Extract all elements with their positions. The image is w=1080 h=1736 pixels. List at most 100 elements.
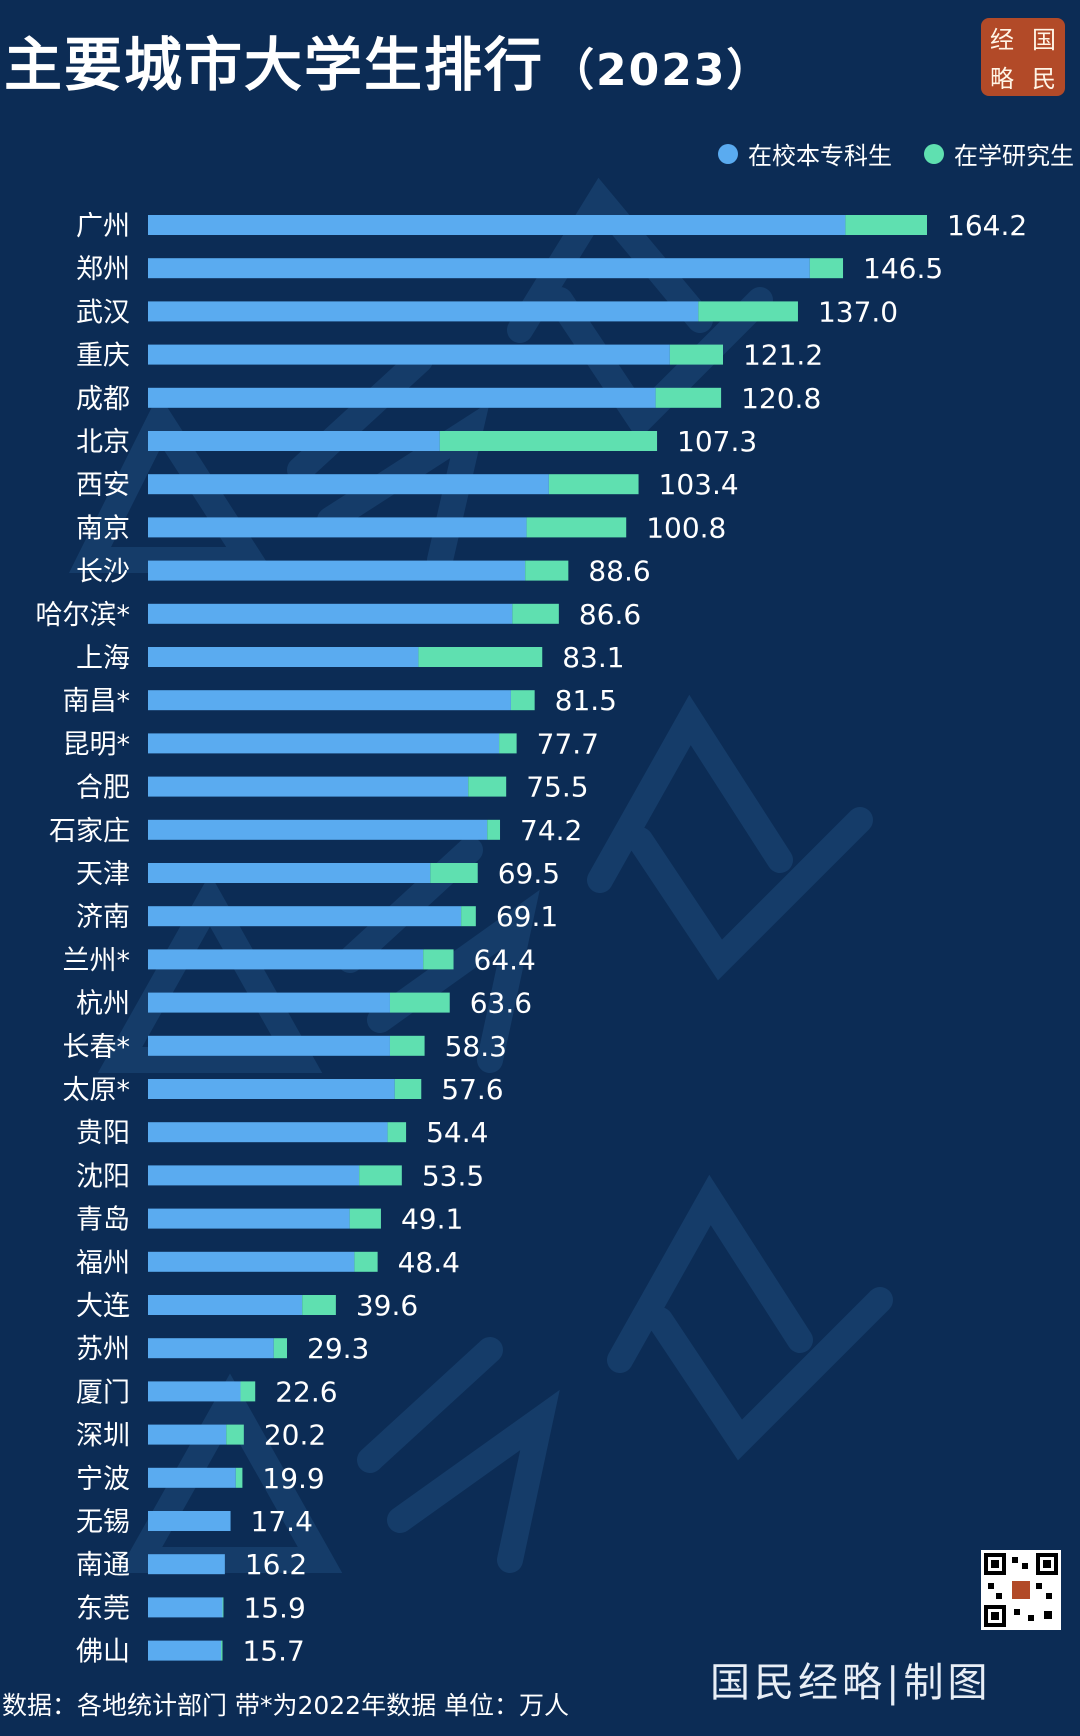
category-label: 武汉	[76, 297, 130, 328]
bar-graduate	[302, 1295, 336, 1315]
category-label: 哈尔滨*	[36, 600, 131, 631]
bar-undergrad	[148, 949, 424, 970]
title-main: 主要城市大学生排行	[4, 31, 545, 99]
bar-undergrad	[148, 1165, 360, 1186]
total-value-label: 88.6	[588, 555, 650, 588]
category-label: 石家庄	[49, 816, 130, 847]
category-label: 西安	[76, 470, 130, 501]
bar-graduate	[548, 474, 639, 495]
bar-graduate	[387, 1122, 407, 1143]
bar-undergrad	[148, 387, 656, 408]
bar-undergrad	[148, 301, 699, 322]
total-value-label: 39.6	[356, 1289, 418, 1322]
total-value-label: 164.2	[947, 209, 1027, 242]
total-value-label: 29.3	[307, 1332, 369, 1365]
category-label: 宁波	[76, 1464, 130, 1495]
source-note: 数据：各地统计部门 带*为2022年数据 单位：万人	[2, 1691, 570, 1720]
total-value-label: 64.4	[474, 943, 536, 976]
bar-undergrad	[148, 1554, 225, 1575]
total-value-label: 20.2	[264, 1419, 326, 1452]
category-label: 深圳	[76, 1421, 130, 1452]
total-value-label: 120.8	[741, 382, 821, 415]
bar-graduate	[809, 258, 844, 279]
bar-undergrad	[148, 992, 390, 1013]
total-value-label: 19.9	[262, 1462, 324, 1495]
total-value-label: 69.5	[498, 857, 560, 890]
bar-undergrad	[148, 1381, 241, 1402]
legend-item-graduate: 在学研究生	[924, 136, 1074, 171]
total-value-label: 121.2	[743, 339, 823, 372]
category-label: 南通	[76, 1550, 130, 1581]
bar-undergrad	[148, 776, 469, 797]
category-label: 沈阳	[76, 1161, 130, 1192]
bar-undergrad	[148, 1338, 274, 1359]
bar-graduate	[525, 560, 569, 581]
total-value-label: 69.1	[496, 900, 558, 933]
category-label: 长春*	[63, 1032, 131, 1063]
chart-title: 主要城市大学生排行 （2023）	[4, 18, 772, 102]
legend-label-graduate: 在学研究生	[954, 142, 1074, 170]
total-value-label: 74.2	[520, 814, 582, 847]
qr-code-graphic	[984, 1553, 1058, 1627]
bar-graduate	[221, 1640, 223, 1661]
bar-undergrad	[148, 1079, 395, 1099]
bar-graduate	[698, 301, 798, 322]
bar-graduate	[499, 733, 517, 754]
bar-graduate	[389, 992, 450, 1013]
bar-undergrad	[148, 431, 440, 451]
category-label: 北京	[76, 427, 130, 458]
category-label: 佛山	[76, 1637, 130, 1668]
category-label: 青岛	[76, 1205, 130, 1236]
bar-graduate	[510, 690, 535, 711]
legend-item-undergrad: 在校本专科生	[718, 136, 892, 171]
category-label: 成都	[76, 384, 130, 415]
total-value-label: 22.6	[275, 1375, 337, 1408]
bar-undergrad	[148, 1424, 227, 1445]
logo-char: 经	[990, 26, 1014, 54]
total-value-label: 77.7	[537, 727, 599, 760]
bar-undergrad	[148, 560, 526, 581]
logo-char: 国	[1032, 26, 1056, 54]
bar-undergrad	[148, 863, 431, 883]
title-year: （2023）	[550, 45, 773, 96]
bar-graduate	[418, 647, 543, 667]
bar-undergrad	[148, 603, 513, 624]
category-label: 厦门	[76, 1377, 130, 1408]
bar-undergrad	[148, 474, 549, 495]
bar-graduate	[526, 517, 627, 538]
bar-graduate	[468, 776, 507, 797]
bar-undergrad	[148, 1511, 231, 1531]
bar-graduate	[222, 1597, 224, 1618]
category-label: 苏州	[76, 1334, 130, 1365]
total-value-label: 54.4	[426, 1116, 488, 1149]
total-value-label: 48.4	[398, 1246, 460, 1279]
category-label: 福州	[76, 1248, 130, 1279]
bar-graduate	[389, 1035, 425, 1056]
total-value-label: 17.4	[251, 1505, 313, 1538]
logo-char: 略	[990, 65, 1014, 93]
bar-undergrad	[148, 1208, 350, 1229]
category-label: 大连	[76, 1291, 130, 1322]
bar-undergrad	[148, 1467, 236, 1488]
bar-graduate	[240, 1381, 256, 1402]
category-label: 济南	[76, 902, 130, 933]
brand-logo: 经 国 略 民	[981, 18, 1065, 96]
total-value-label: 15.7	[242, 1635, 304, 1668]
bar-graduate	[235, 1467, 243, 1488]
category-label: 无锡	[76, 1507, 130, 1538]
total-value-label: 103.4	[659, 468, 739, 501]
category-label: 东莞	[76, 1593, 130, 1624]
category-label: 杭州	[76, 989, 130, 1020]
total-value-label: 146.5	[863, 252, 943, 285]
bar-undergrad	[148, 1597, 223, 1618]
category-label: 长沙	[76, 557, 130, 588]
legend-swatch-undergrad	[718, 143, 738, 164]
total-value-label: 58.3	[445, 1030, 507, 1063]
bar-graduate	[354, 1251, 378, 1272]
bar-undergrad	[148, 733, 500, 754]
bar-graduate	[423, 949, 454, 970]
bar-graduate	[349, 1208, 381, 1229]
category-label: 兰州*	[63, 945, 131, 976]
category-label: 广州	[76, 211, 130, 242]
